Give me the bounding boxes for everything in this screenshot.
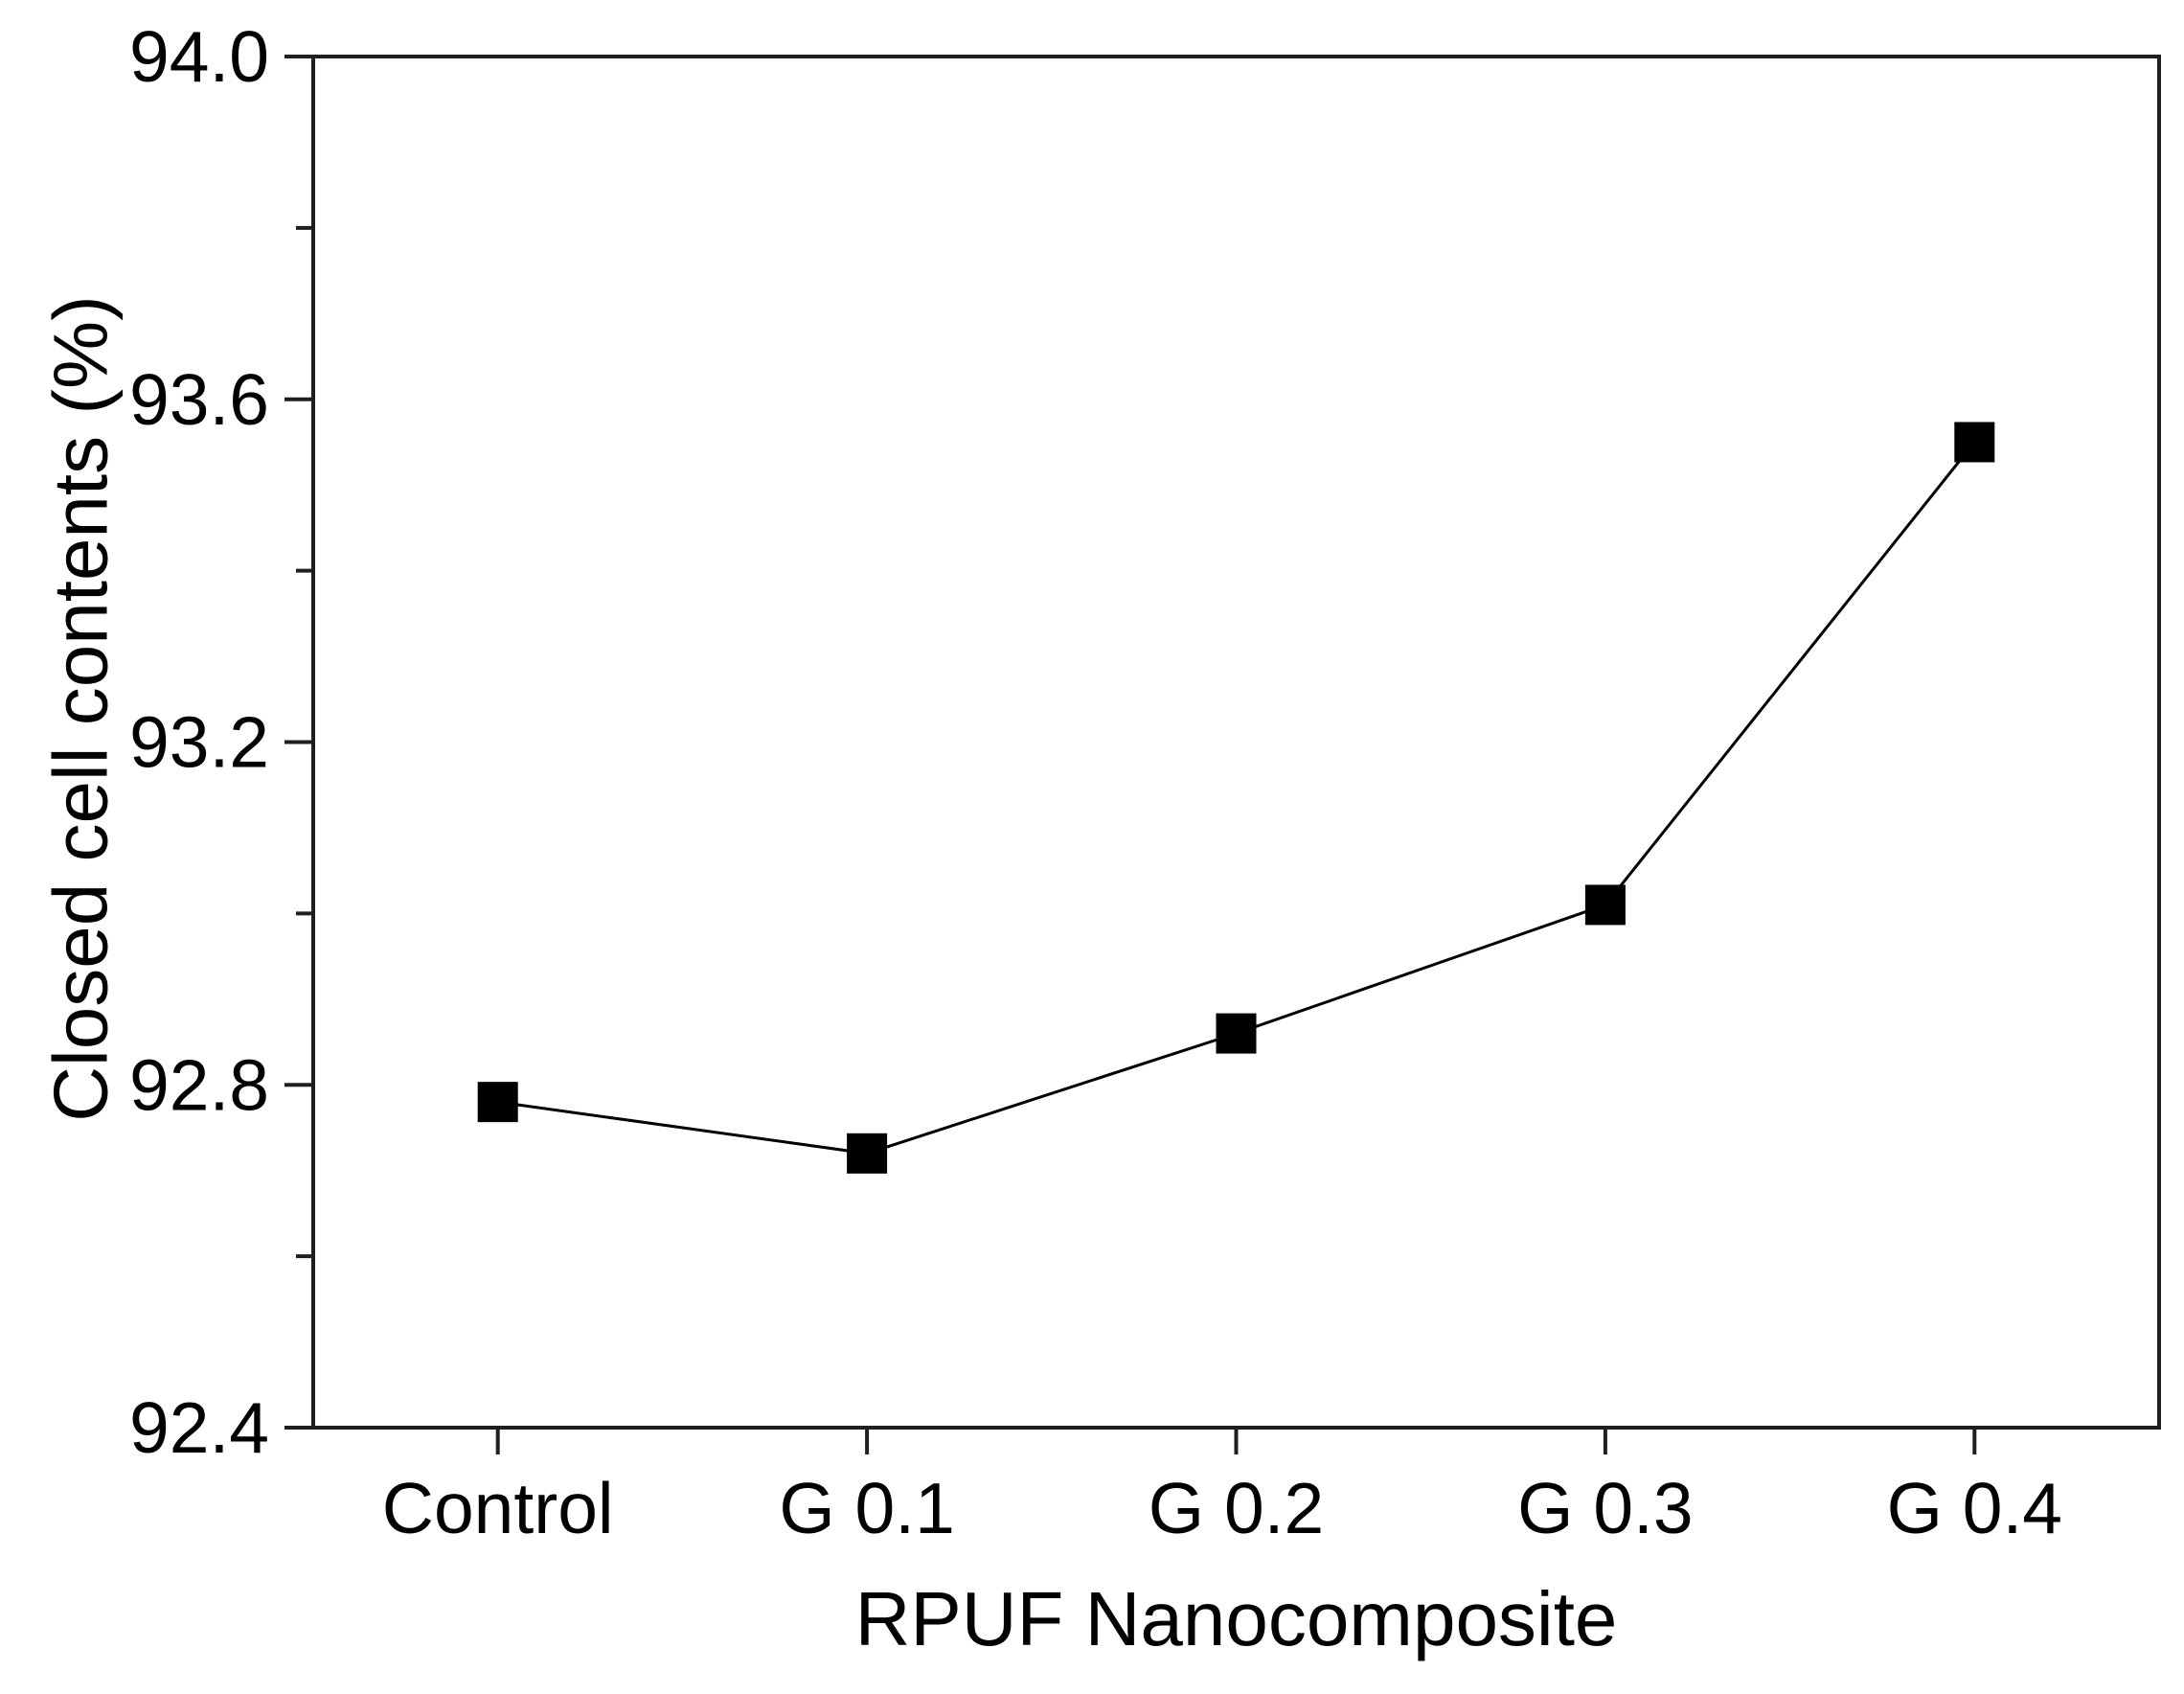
x-tick-label: G 0.3 — [1517, 1468, 1693, 1548]
y-tick-label: 92.4 — [129, 1387, 269, 1468]
x-tick-label: G 0.1 — [779, 1468, 954, 1548]
x-tick-label: G 0.4 — [1887, 1468, 2062, 1548]
data-point-marker — [1954, 422, 1995, 463]
data-point-marker — [847, 1133, 888, 1174]
y-axis-title: Closed cell contents (%) — [38, 295, 124, 1122]
data-point-marker — [477, 1082, 518, 1123]
plot-border — [311, 55, 2161, 1430]
data-point-marker — [1216, 1013, 1257, 1054]
y-tick-label: 92.8 — [129, 1044, 269, 1125]
y-tick-label: 93.6 — [129, 359, 269, 440]
x-tick-label: G 0.2 — [1149, 1468, 1324, 1548]
y-tick-label: 93.2 — [129, 702, 269, 783]
y-tick-label: 94.0 — [129, 16, 269, 97]
x-tick-label: Control — [382, 1468, 614, 1548]
data-point-marker — [1584, 884, 1626, 926]
x-axis-title: RPUF Nanocomposite — [855, 1576, 1618, 1661]
